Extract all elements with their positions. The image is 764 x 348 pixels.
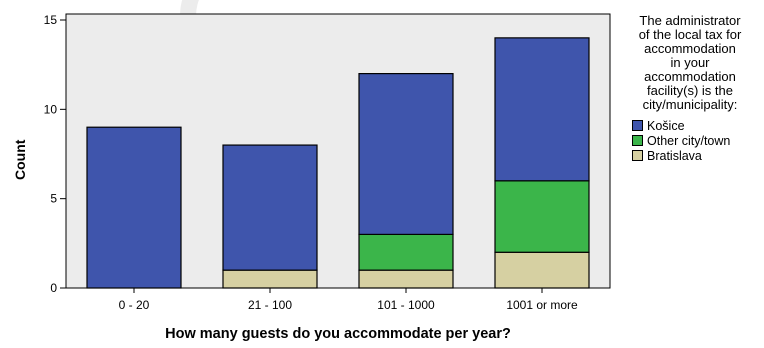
- legend-label: Other city/town: [647, 133, 731, 148]
- legend-label: Bratislava: [647, 148, 702, 163]
- x-axis-label: How many guests do you accommodate per y…: [165, 326, 511, 342]
- legend-item-other-city-town: Other city/town: [632, 133, 760, 148]
- legend: The administrator of the local tax for a…: [620, 14, 760, 163]
- bar-segment-ko-ice-1: [222, 144, 318, 271]
- x-tick-label-1: 21 - 100: [248, 298, 292, 312]
- bars-group: [86, 37, 590, 289]
- legend-swatch: [632, 135, 643, 146]
- bar-segment-bratislava-2: [358, 269, 454, 289]
- bar-segment-other-city-town-3: [494, 180, 590, 253]
- y-axis: 0 5 10 15: [44, 13, 66, 295]
- bar-segment-bratislava-1: [222, 269, 318, 289]
- x-tick-label-2: 101 - 1000: [377, 298, 435, 312]
- bar-segment-ko-ice-0: [86, 126, 182, 289]
- y-axis-label: Count: [12, 139, 28, 180]
- legend-swatch: [632, 120, 643, 131]
- y-tick-label-1: 5: [50, 192, 57, 206]
- bar-segment-bratislava-3: [494, 251, 590, 289]
- y-tick-label-3: 15: [44, 13, 58, 27]
- chart-canvas: 0 5 10 15 0 - 20 21 - 100 101 - 1000 1001 or m…: [44, 13, 611, 312]
- y-tick-label-0: 0: [50, 281, 57, 295]
- x-tick-label-0: 0 - 20: [119, 298, 150, 312]
- bar-segment-ko-ice-2: [358, 72, 454, 236]
- legend-swatch: [632, 150, 643, 161]
- bar-segment-other-city-town-2: [358, 233, 454, 271]
- legend-label: Košice: [647, 118, 685, 133]
- x-axis: 0 - 20 21 - 100 101 - 1000 1001 or more: [119, 288, 578, 312]
- bar-segment-ko-ice-3: [494, 37, 590, 182]
- legend-item-ko-ice: Košice: [632, 118, 760, 133]
- legend-title: The administrator of the local tax for a…: [638, 13, 742, 112]
- y-tick-label-2: 10: [44, 102, 58, 116]
- legend-item-bratislava: Bratislava: [632, 148, 760, 163]
- x-tick-label-3: 1001 or more: [506, 298, 578, 312]
